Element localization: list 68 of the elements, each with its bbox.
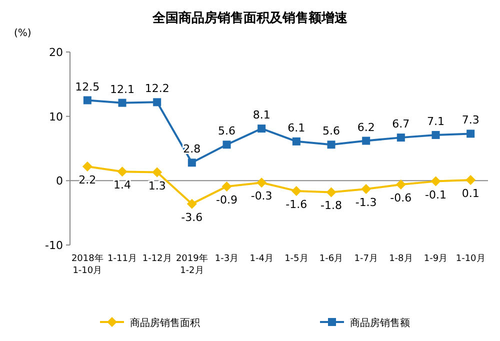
point xyxy=(188,158,196,167)
data-label: 12.1 xyxy=(110,82,134,96)
data-label: -0.9 xyxy=(216,193,238,206)
data-label: 2.2 xyxy=(78,174,96,187)
data-label: 8.1 xyxy=(252,108,270,122)
data-label: -0.1 xyxy=(425,188,446,202)
point xyxy=(117,166,128,177)
y-tick-label: 20 xyxy=(49,46,63,59)
point xyxy=(153,98,162,106)
point xyxy=(258,124,266,133)
point xyxy=(326,187,336,198)
y-tick-label: 0 xyxy=(56,174,63,188)
y-tick-label: -10 xyxy=(45,239,63,252)
legend-label: 商品房销售面积 xyxy=(130,317,200,329)
x-tick-label: 2019年 1-2月 xyxy=(176,253,208,276)
point xyxy=(292,137,300,146)
data-label: 7.3 xyxy=(462,114,480,127)
x-tick-label: 1-4月 xyxy=(250,254,274,264)
point xyxy=(327,140,336,149)
point xyxy=(396,134,405,142)
point xyxy=(361,184,372,194)
x-tick-label: 1-12月 xyxy=(142,254,172,264)
point xyxy=(152,167,162,178)
data-label: 12.5 xyxy=(75,80,100,94)
point xyxy=(118,98,126,107)
point xyxy=(186,198,197,209)
point xyxy=(466,130,475,138)
data-label: 6.2 xyxy=(357,120,375,134)
x-tick-label: 1-7月 xyxy=(354,254,378,264)
point xyxy=(256,178,267,188)
y-axis-title: (%) xyxy=(14,28,32,39)
data-label: -0.3 xyxy=(250,190,272,203)
point xyxy=(466,175,476,186)
x-tick-label: 1-9月 xyxy=(424,254,448,264)
point xyxy=(291,186,302,196)
data-label: -3.6 xyxy=(181,210,203,224)
x-tick-label: 1-11月 xyxy=(108,254,137,264)
point xyxy=(432,130,440,139)
data-label: -1.3 xyxy=(355,196,377,210)
point xyxy=(83,96,92,104)
data-label: 1.3 xyxy=(148,179,166,192)
data-label: -0.6 xyxy=(390,192,412,205)
point xyxy=(222,181,232,192)
point xyxy=(222,140,231,149)
data-label: 1.4 xyxy=(114,178,131,192)
point xyxy=(362,136,370,145)
x-tick-label: 1-10月 xyxy=(456,254,486,264)
data-label: 6.1 xyxy=(288,121,306,134)
x-tick-label: 1-6月 xyxy=(319,254,344,264)
data-label: -1.6 xyxy=(286,198,308,211)
data-label: 2.8 xyxy=(183,142,201,156)
data-label: 12.2 xyxy=(144,82,170,96)
x-tick-label: 1-3月 xyxy=(214,254,239,264)
point xyxy=(396,180,406,190)
x-tick-label: 1-8月 xyxy=(389,254,413,264)
x-tick-label: 2018年 1-10月 xyxy=(71,253,104,276)
data-label: 6.7 xyxy=(392,118,410,131)
data-label: 7.1 xyxy=(427,114,444,128)
data-label: 0.1 xyxy=(462,187,480,200)
data-label: -1.8 xyxy=(320,199,342,212)
x-tick-label: 1-5月 xyxy=(284,254,308,264)
point xyxy=(430,176,441,186)
y-tick-label: 10 xyxy=(49,110,63,124)
data-label: 5.6 xyxy=(218,124,236,138)
chart-title: 全国商品房销售面积及销售额增速 xyxy=(152,10,348,26)
point xyxy=(82,162,92,172)
data-label: 5.6 xyxy=(322,124,340,138)
legend-label: 商品房销售额 xyxy=(350,317,410,329)
